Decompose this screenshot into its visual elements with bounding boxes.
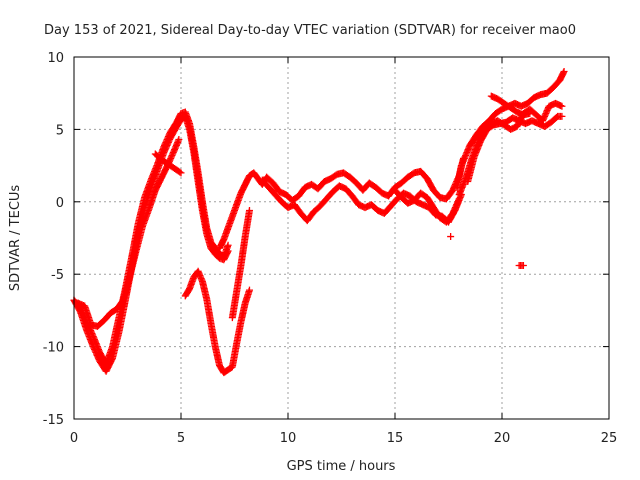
series-track-i: [391, 186, 463, 226]
series-track-d: [151, 150, 185, 177]
chart-title: Day 153 of 2021, Sidereal Day-to-day VTE…: [44, 23, 576, 38]
data-layer: [70, 67, 568, 377]
data-point: [447, 233, 455, 241]
data-point: [224, 247, 232, 255]
y-tick-label: 5: [56, 123, 64, 138]
grid-layer: [74, 57, 609, 419]
data-point: [176, 168, 184, 176]
y-tick-label: 10: [47, 51, 64, 66]
data-point: [558, 112, 566, 120]
data-point: [558, 102, 566, 110]
x-tick-label: 25: [601, 431, 618, 446]
x-tick-label: 5: [177, 431, 185, 446]
x-tick-label: 20: [494, 431, 511, 446]
series-track-e: [181, 267, 253, 377]
series-track-k: [455, 99, 566, 199]
series-track-m: [487, 92, 534, 119]
data-point: [177, 169, 185, 177]
data-point: [526, 109, 534, 117]
data-point: [245, 206, 253, 214]
x-tick-label: 15: [387, 431, 404, 446]
y-tick-label: 0: [56, 196, 64, 211]
series-track-f: [228, 206, 253, 322]
plot-frame: [73, 56, 610, 420]
y-tick-label: -15: [43, 413, 64, 428]
data-point: [560, 67, 568, 75]
x-tick-label: 10: [280, 431, 297, 446]
y-tick-label: -10: [43, 341, 64, 356]
series-track-n: [515, 262, 527, 270]
x-tick-label: 0: [70, 431, 78, 446]
data-point: [175, 136, 183, 144]
data-point: [519, 262, 527, 270]
y-axis-label: SDTVAR / TECUs: [8, 185, 23, 292]
series-track-c: [74, 136, 183, 330]
x-axis-label: GPS time / hours: [287, 459, 396, 474]
y-tick-label: -5: [51, 268, 64, 283]
series-track-l: [464, 112, 566, 186]
data-point: [245, 286, 253, 294]
series-track-o: [447, 233, 455, 241]
